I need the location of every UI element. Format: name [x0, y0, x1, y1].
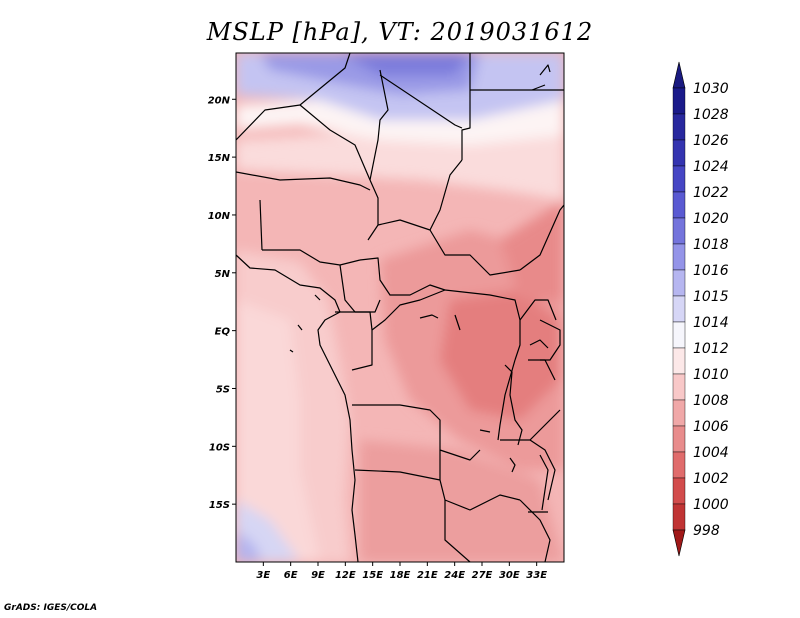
colorbar-swatch	[672, 243, 686, 271]
colorbar-top-arrow	[672, 61, 686, 89]
lon-tick-label: 3E	[256, 570, 270, 581]
latitude-axis: 20N 15N 10N 5N EQ 5S 10S 15S	[208, 95, 236, 511]
colorbar-swatch	[672, 373, 686, 401]
colorbar-label: 1024	[693, 159, 729, 175]
lon-tick-label: 33E	[526, 570, 547, 581]
lat-tick-label: 10S	[209, 442, 230, 453]
pressure-field	[236, 53, 564, 562]
colorbar-swatch	[672, 399, 686, 427]
longitude-axis: 3E 6E 9E 12E 15E 18E 21E 24E 27E 30E 33E	[256, 562, 547, 581]
colorbar-swatch	[672, 191, 686, 219]
map-title: MSLP [hPa], VT: 2019031612	[206, 18, 594, 46]
colorbar-swatch	[672, 321, 686, 349]
colorbar-label: 1002	[693, 471, 729, 487]
colorbar-swatch	[672, 347, 686, 375]
lon-tick-label: 18E	[390, 570, 411, 581]
colorbar-swatch	[672, 295, 686, 323]
colorbar-label: 1018	[693, 237, 729, 253]
lon-tick-label: 24E	[444, 570, 465, 581]
colorbar: 1030 1028 1026 1024 1022 1020 1018 1016 1015 1014…	[672, 61, 729, 557]
colorbar-label: 1016	[693, 263, 729, 279]
country-borders	[236, 53, 564, 562]
colorbar-swatch	[672, 477, 686, 505]
grads-credit: GrADS: IGES/COLA	[4, 603, 98, 613]
lon-tick-label: 21E	[417, 570, 438, 581]
lat-tick-label: 15S	[209, 500, 230, 511]
colorbar-label: 1006	[693, 419, 729, 435]
colorbar-swatch	[672, 165, 686, 193]
lon-tick-label: 12E	[335, 570, 356, 581]
lon-tick-label: 27E	[472, 570, 493, 581]
lon-tick-label: 15E	[362, 570, 383, 581]
colorbar-label: 1010	[693, 367, 729, 383]
colorbar-label: 1022	[693, 185, 729, 201]
lat-tick-label: 20N	[208, 95, 231, 106]
colorbar-swatch	[672, 87, 686, 115]
colorbar-swatch	[672, 139, 686, 167]
colorbar-label: 1028	[693, 107, 729, 123]
colorbar-label: 1015	[693, 289, 729, 305]
colorbar-swatch	[672, 425, 686, 453]
colorbar-swatch	[672, 269, 686, 297]
lat-tick-label: 10N	[208, 211, 231, 222]
lon-tick-label: 30E	[499, 570, 520, 581]
lat-tick-label: EQ	[215, 327, 231, 338]
colorbar-label: 1012	[693, 341, 729, 357]
colorbar-label: 1026	[693, 133, 729, 149]
colorbar-label: 998	[693, 523, 720, 539]
lat-tick-label: 15N	[208, 153, 231, 164]
colorbar-label: 1020	[693, 211, 729, 227]
colorbar-label: 1014	[693, 315, 729, 331]
colorbar-swatch	[672, 503, 686, 531]
colorbar-label: 1004	[693, 445, 729, 461]
colorbar-bottom-arrow	[672, 529, 686, 557]
lon-tick-label: 6E	[284, 570, 298, 581]
colorbar-label: 1000	[693, 497, 729, 513]
colorbar-swatch	[672, 113, 686, 141]
lat-tick-label: 5S	[216, 384, 230, 395]
lon-tick-label: 9E	[311, 570, 325, 581]
colorbar-swatch	[672, 451, 686, 479]
colorbar-label: 1030	[693, 81, 729, 97]
colorbar-swatch	[672, 217, 686, 245]
lat-tick-label: 5N	[215, 269, 231, 280]
colorbar-label: 1008	[693, 393, 729, 409]
